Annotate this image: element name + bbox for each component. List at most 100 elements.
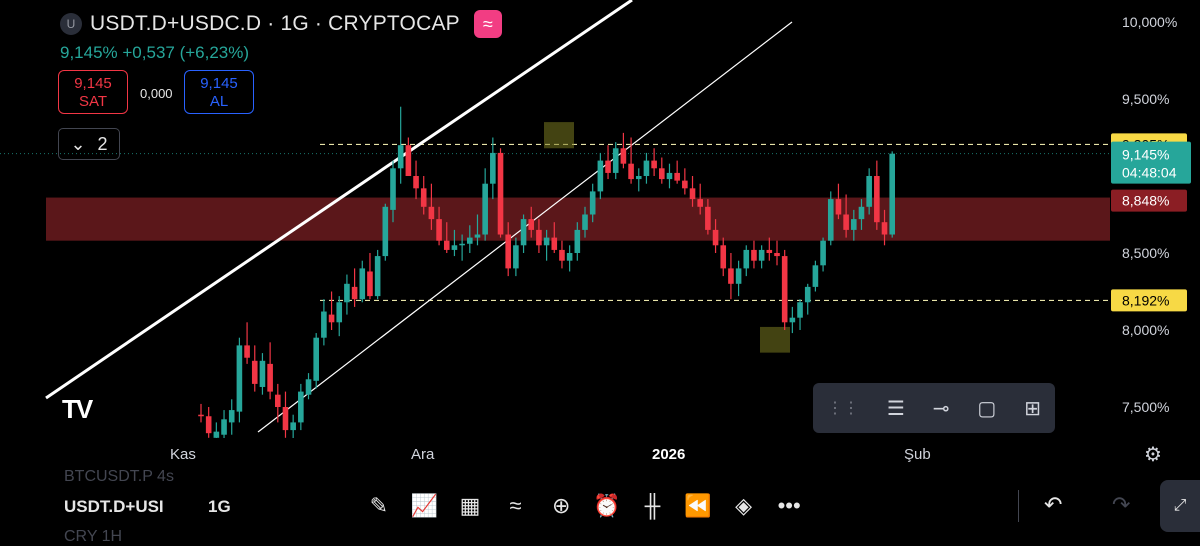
current-price-label: 9,145% [1122,147,1169,163]
candle-body [874,176,880,223]
candle-body [205,416,212,434]
x-tick-label: Şub [904,446,931,463]
interval-selector[interactable]: 1G [208,497,231,516]
candle-body [559,249,565,261]
candle-body [735,268,742,284]
alarm-icon[interactable]: ⏰ [593,493,621,518]
drawing-toolbar: ⋮⋮ ☰ ⊸ ▢ ⊞ [813,383,1055,433]
candle-body [574,229,581,253]
candle-body [443,240,450,250]
candle-body [781,256,788,323]
candle-body [705,206,711,230]
highlight-box-top [544,122,574,149]
candle-body [213,431,220,438]
candle-body [198,414,204,417]
rectangle-icon[interactable]: ▢ [977,397,997,420]
zone-label-bg [1111,189,1187,212]
candle-body [697,199,703,207]
level-label-low-bg [1111,289,1187,312]
candle-body [467,237,473,244]
candle-body [251,360,258,384]
candle-body [298,391,304,423]
candle-body [436,219,442,241]
candle-body [666,172,673,180]
candle-body [743,249,750,269]
indicators-icon[interactable]: 📈 [410,493,439,518]
settings-icon[interactable]: ⚙ [1144,444,1162,466]
toolbar-divider [1018,490,1019,522]
layers-icon[interactable]: ◈ [735,493,752,518]
candle-body [420,188,427,207]
candle-body [374,256,381,297]
candle-body [290,422,296,431]
candle-body [851,219,857,230]
compare-icon[interactable]: ≈ [509,493,522,518]
add-icon[interactable]: ⊕ [551,493,571,518]
symbol-selector[interactable]: USDT.D+USI [64,497,164,516]
candle-body [344,283,350,303]
more-icon[interactable]: ••• [777,493,801,518]
x-tick-label: Kas [170,446,196,463]
candle-body [528,219,535,230]
price-change: 9,145% +0,537 (+6,23%) [60,43,250,62]
fullscreen-icon[interactable]: ⤢ [1160,480,1200,532]
replay-icon[interactable]: ⏪ [684,493,712,518]
channel-upper-line [45,0,633,400]
candle-body [536,229,542,246]
grid-icon[interactable]: ▦ [459,493,481,518]
candle-body [659,168,665,180]
candle-body [543,237,550,246]
drag-handle-icon[interactable]: ⋮⋮ [826,400,859,417]
candle-body [789,317,796,323]
candle-body [513,245,519,269]
candle-body [336,302,343,323]
y-tick-label: 10,000% [1122,14,1177,30]
tradingview-logo: TV [62,394,93,424]
bottom-tool-icons: ✎ 📈 ▦ ≈ ⊕ ⏰ ╫ ⏪ ◈ ••• [356,490,812,522]
candle-body [259,360,266,387]
pen-icon[interactable]: ✎ [369,493,389,518]
candle-body [797,302,803,318]
candle-body [628,163,634,180]
candle-body [505,234,511,269]
symbol-title[interactable]: USDT.D+USDC.D · 1G · CRYPTOCAP [90,12,460,35]
highlight-box-bottom [760,326,790,353]
candle-body [390,168,396,210]
wave-icon[interactable]: ≈ [473,10,502,38]
candle-body [889,153,895,235]
indicators-collapse-button[interactable]: ⌄ 2 [58,128,120,160]
y-tick-label: 8,500% [1122,245,1169,261]
undo-icon[interactable]: ↶ [1044,492,1063,517]
bottom-toolbar: BTCUSDT.P 4s CRY 1H [0,468,1200,545]
candle-body [497,152,504,235]
candle-body [843,214,849,230]
redo-icon[interactable]: ↷ [1112,492,1131,517]
candle-body [651,160,657,169]
horizontal-line-icon[interactable]: ⊸ [932,397,950,420]
candle-body [858,206,865,220]
watchlist-ghost-top: BTCUSDT.P 4s [64,468,174,485]
buy-button[interactable]: 9,145 AL [184,70,254,114]
candle-body [267,363,273,392]
candle-body [827,199,834,241]
measure-icon[interactable]: ⊞ [1024,397,1042,420]
candle-body [413,176,419,189]
candle-body [228,410,235,423]
lines-icon[interactable]: ☰ [886,397,905,420]
candles-icon[interactable]: ╫ [644,493,661,518]
candle-body [612,148,619,173]
candle-body [774,253,780,257]
candle-body [712,229,719,246]
candle-body [751,249,757,261]
candle-body [835,199,842,215]
candle-body [482,183,488,235]
sell-button[interactable]: 9,145 SAT [58,70,128,114]
x-tick-label: 2026 [652,446,685,463]
zone-label: 8,848% [1122,193,1169,209]
spread-value: 0,000 [140,86,173,101]
candle-body [866,176,872,207]
candle-body [474,234,481,238]
candle-body [566,253,573,261]
candle-body [620,148,627,164]
